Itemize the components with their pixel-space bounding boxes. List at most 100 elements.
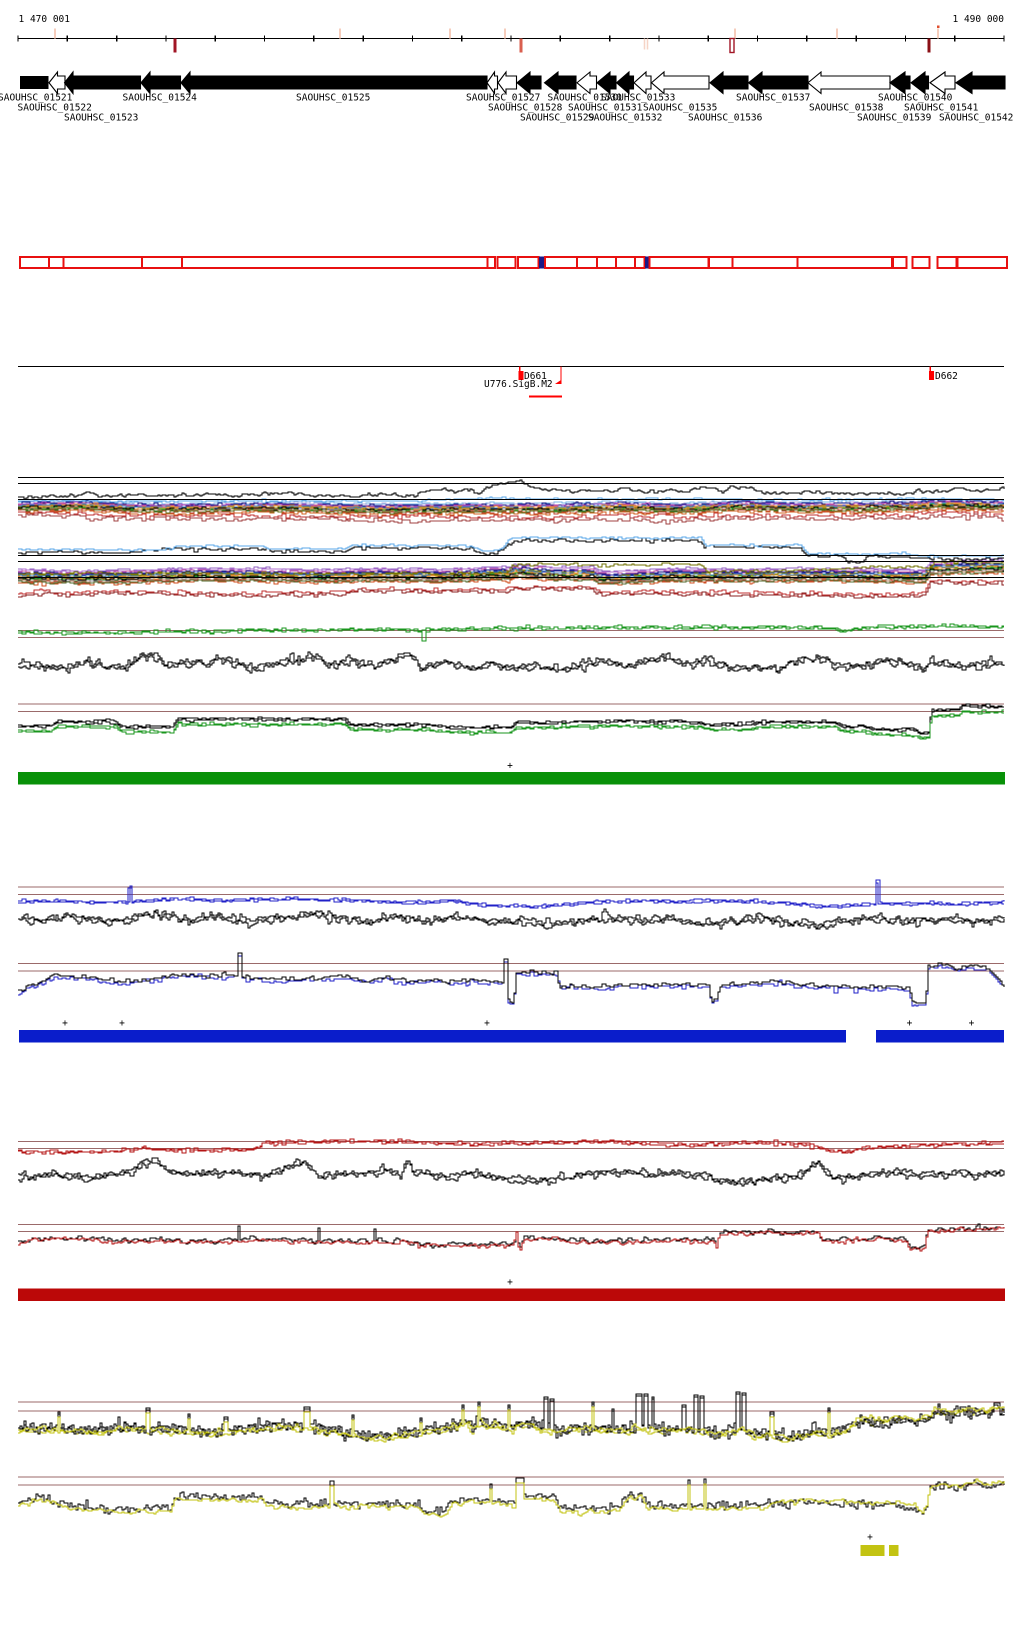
gene-label: SAOUHSC_01542 (939, 113, 1013, 124)
gene-arrow[interactable] (955, 70, 1006, 95)
gene-arrow[interactable] (516, 70, 542, 95)
segment-box[interactable] (19, 256, 50, 269)
signal-series-signal-black-2 (18, 652, 1005, 674)
gene-arrow[interactable] (615, 70, 635, 95)
segment-box[interactable] (796, 256, 893, 269)
gene-arrow[interactable] (486, 70, 499, 96)
feature-label: D662 (935, 371, 958, 382)
feature-flag-stem[interactable] (519, 366, 521, 373)
strand-bar-green[interactable] (18, 772, 1005, 785)
segment-box[interactable] (544, 256, 578, 269)
signal-tracks[interactable] (18, 476, 1005, 1518)
segment-box[interactable] (708, 256, 734, 269)
segment-box[interactable] (486, 256, 496, 269)
signal-track-condition-blue-A[interactable] (18, 879, 1005, 930)
ruler-feature-mark[interactable] (937, 28, 939, 39)
ruler-feature-mark[interactable] (173, 38, 177, 53)
gene-arrow[interactable] (180, 70, 488, 96)
gene-label: SAOUHSC_01523 (64, 113, 138, 124)
signal-track-condition-red-A[interactable] (18, 1138, 1005, 1187)
gene-arrow[interactable] (709, 70, 749, 95)
gene-arrow[interactable] (633, 70, 652, 95)
signal-series-sample-15 (18, 580, 1004, 599)
gene-arrow[interactable] (889, 70, 911, 95)
signal-series-sample-13 (18, 508, 1004, 519)
segment-box-highlighted[interactable] (539, 256, 545, 269)
segment-box-highlighted[interactable] (645, 256, 650, 269)
gene-arrow[interactable] (140, 70, 182, 96)
segment-box[interactable] (576, 256, 598, 269)
strand-bar-blue[interactable] (19, 1030, 846, 1043)
gene-label: SAOUHSC_01525 (296, 93, 370, 104)
ruler-feature-mark[interactable] (449, 28, 451, 39)
signal-track-all-samples-A[interactable] (18, 476, 1005, 525)
ruler-feature-mark[interactable] (734, 28, 736, 39)
segment-box[interactable] (731, 256, 799, 269)
segment-box[interactable] (956, 256, 1008, 269)
segment-box[interactable] (596, 256, 617, 269)
signal-series-sample-13 (18, 571, 1004, 587)
gene-track[interactable]: SAOUHSC_01521 SAOUHSC_01524 SAOUHSC_01525 S… (0, 70, 1013, 124)
feature-flag-box[interactable] (929, 371, 934, 380)
segment-box[interactable] (62, 256, 143, 269)
segment-box[interactable] (648, 256, 710, 269)
ruler-feature-mark[interactable] (646, 38, 649, 50)
ruler-feature-mark[interactable] (519, 38, 523, 53)
feature-flag-stem[interactable] (929, 366, 932, 373)
ruler-feature-mark[interactable] (729, 37, 735, 54)
segment-box[interactable] (615, 256, 636, 269)
gene-arrow[interactable] (650, 70, 710, 95)
signal-series-signal-red-1 (18, 1226, 1005, 1252)
gene-arrow[interactable] (63, 70, 142, 96)
feature-track[interactable]: D661 D662 U776.SigB.M2 (18, 365, 1004, 398)
signal-track-condition-yellow-A[interactable] (18, 1391, 1005, 1443)
segment-box[interactable] (48, 256, 65, 269)
signal-series-signal-black-2 (18, 703, 1004, 734)
signal-series-signal-green-2 (18, 710, 1004, 740)
signal-track-condition-green-B[interactable] (18, 703, 1004, 740)
feature-label: D661 (524, 371, 547, 382)
ruler-feature-mark[interactable] (643, 38, 646, 50)
strand-bar-yellow[interactable] (860, 1545, 885, 1556)
feature-flag-box[interactable] (518, 371, 524, 380)
strand-bar-blue[interactable] (876, 1030, 1004, 1043)
gene-arrow[interactable] (747, 70, 809, 95)
signal-series-signal-green-2 (18, 625, 1004, 636)
gene-arrow[interactable] (596, 70, 617, 95)
gene-arrow[interactable] (576, 70, 598, 95)
signal-series-signal-red-2 (18, 1139, 1004, 1155)
segment-box[interactable] (517, 256, 540, 269)
gene-arrow[interactable] (497, 70, 518, 96)
signal-series-signal-black-2 (18, 1160, 1005, 1187)
gene-arrow[interactable] (807, 70, 891, 95)
signal-series-signal-black-1 (18, 952, 1005, 1004)
ruler-feature-mark[interactable] (504, 28, 506, 39)
ruler-feature-mark[interactable] (54, 28, 56, 39)
signal-track-all-samples-B[interactable] (18, 536, 1004, 599)
strand-bar-red[interactable] (18, 1288, 1005, 1302)
ruler-feature-mark[interactable] (339, 28, 341, 39)
segment-box[interactable] (141, 256, 183, 269)
segment-track[interactable] (19, 256, 1008, 269)
gene-arrow[interactable] (543, 70, 577, 95)
strand-bars[interactable]: + + + + + + + + (18, 761, 1005, 1557)
gene-arrow[interactable] (20, 76, 49, 89)
segment-box[interactable] (911, 256, 931, 269)
segment-box[interactable] (634, 256, 646, 269)
gene-arrow[interactable] (48, 70, 66, 96)
segment-box[interactable] (892, 256, 908, 269)
ruler-feature-mark[interactable] (836, 28, 838, 39)
annotation-label: U776.SigB.M2 (484, 379, 553, 390)
signal-track-condition-yellow-B[interactable] (18, 1476, 1005, 1518)
plus-strand-mark: + (119, 1018, 125, 1029)
strand-bar-yellow[interactable] (889, 1545, 899, 1556)
gene-arrow[interactable] (910, 70, 930, 95)
signal-track-condition-red-B[interactable] (18, 1223, 1005, 1252)
gene-arrow[interactable] (929, 70, 956, 95)
segment-box[interactable] (181, 256, 489, 269)
signal-track-condition-blue-B[interactable] (18, 952, 1005, 1007)
ruler-feature-mark[interactable] (927, 38, 931, 53)
signal-track-condition-green-A[interactable] (18, 623, 1005, 674)
segment-box[interactable] (936, 256, 958, 269)
segment-box[interactable] (496, 256, 517, 269)
